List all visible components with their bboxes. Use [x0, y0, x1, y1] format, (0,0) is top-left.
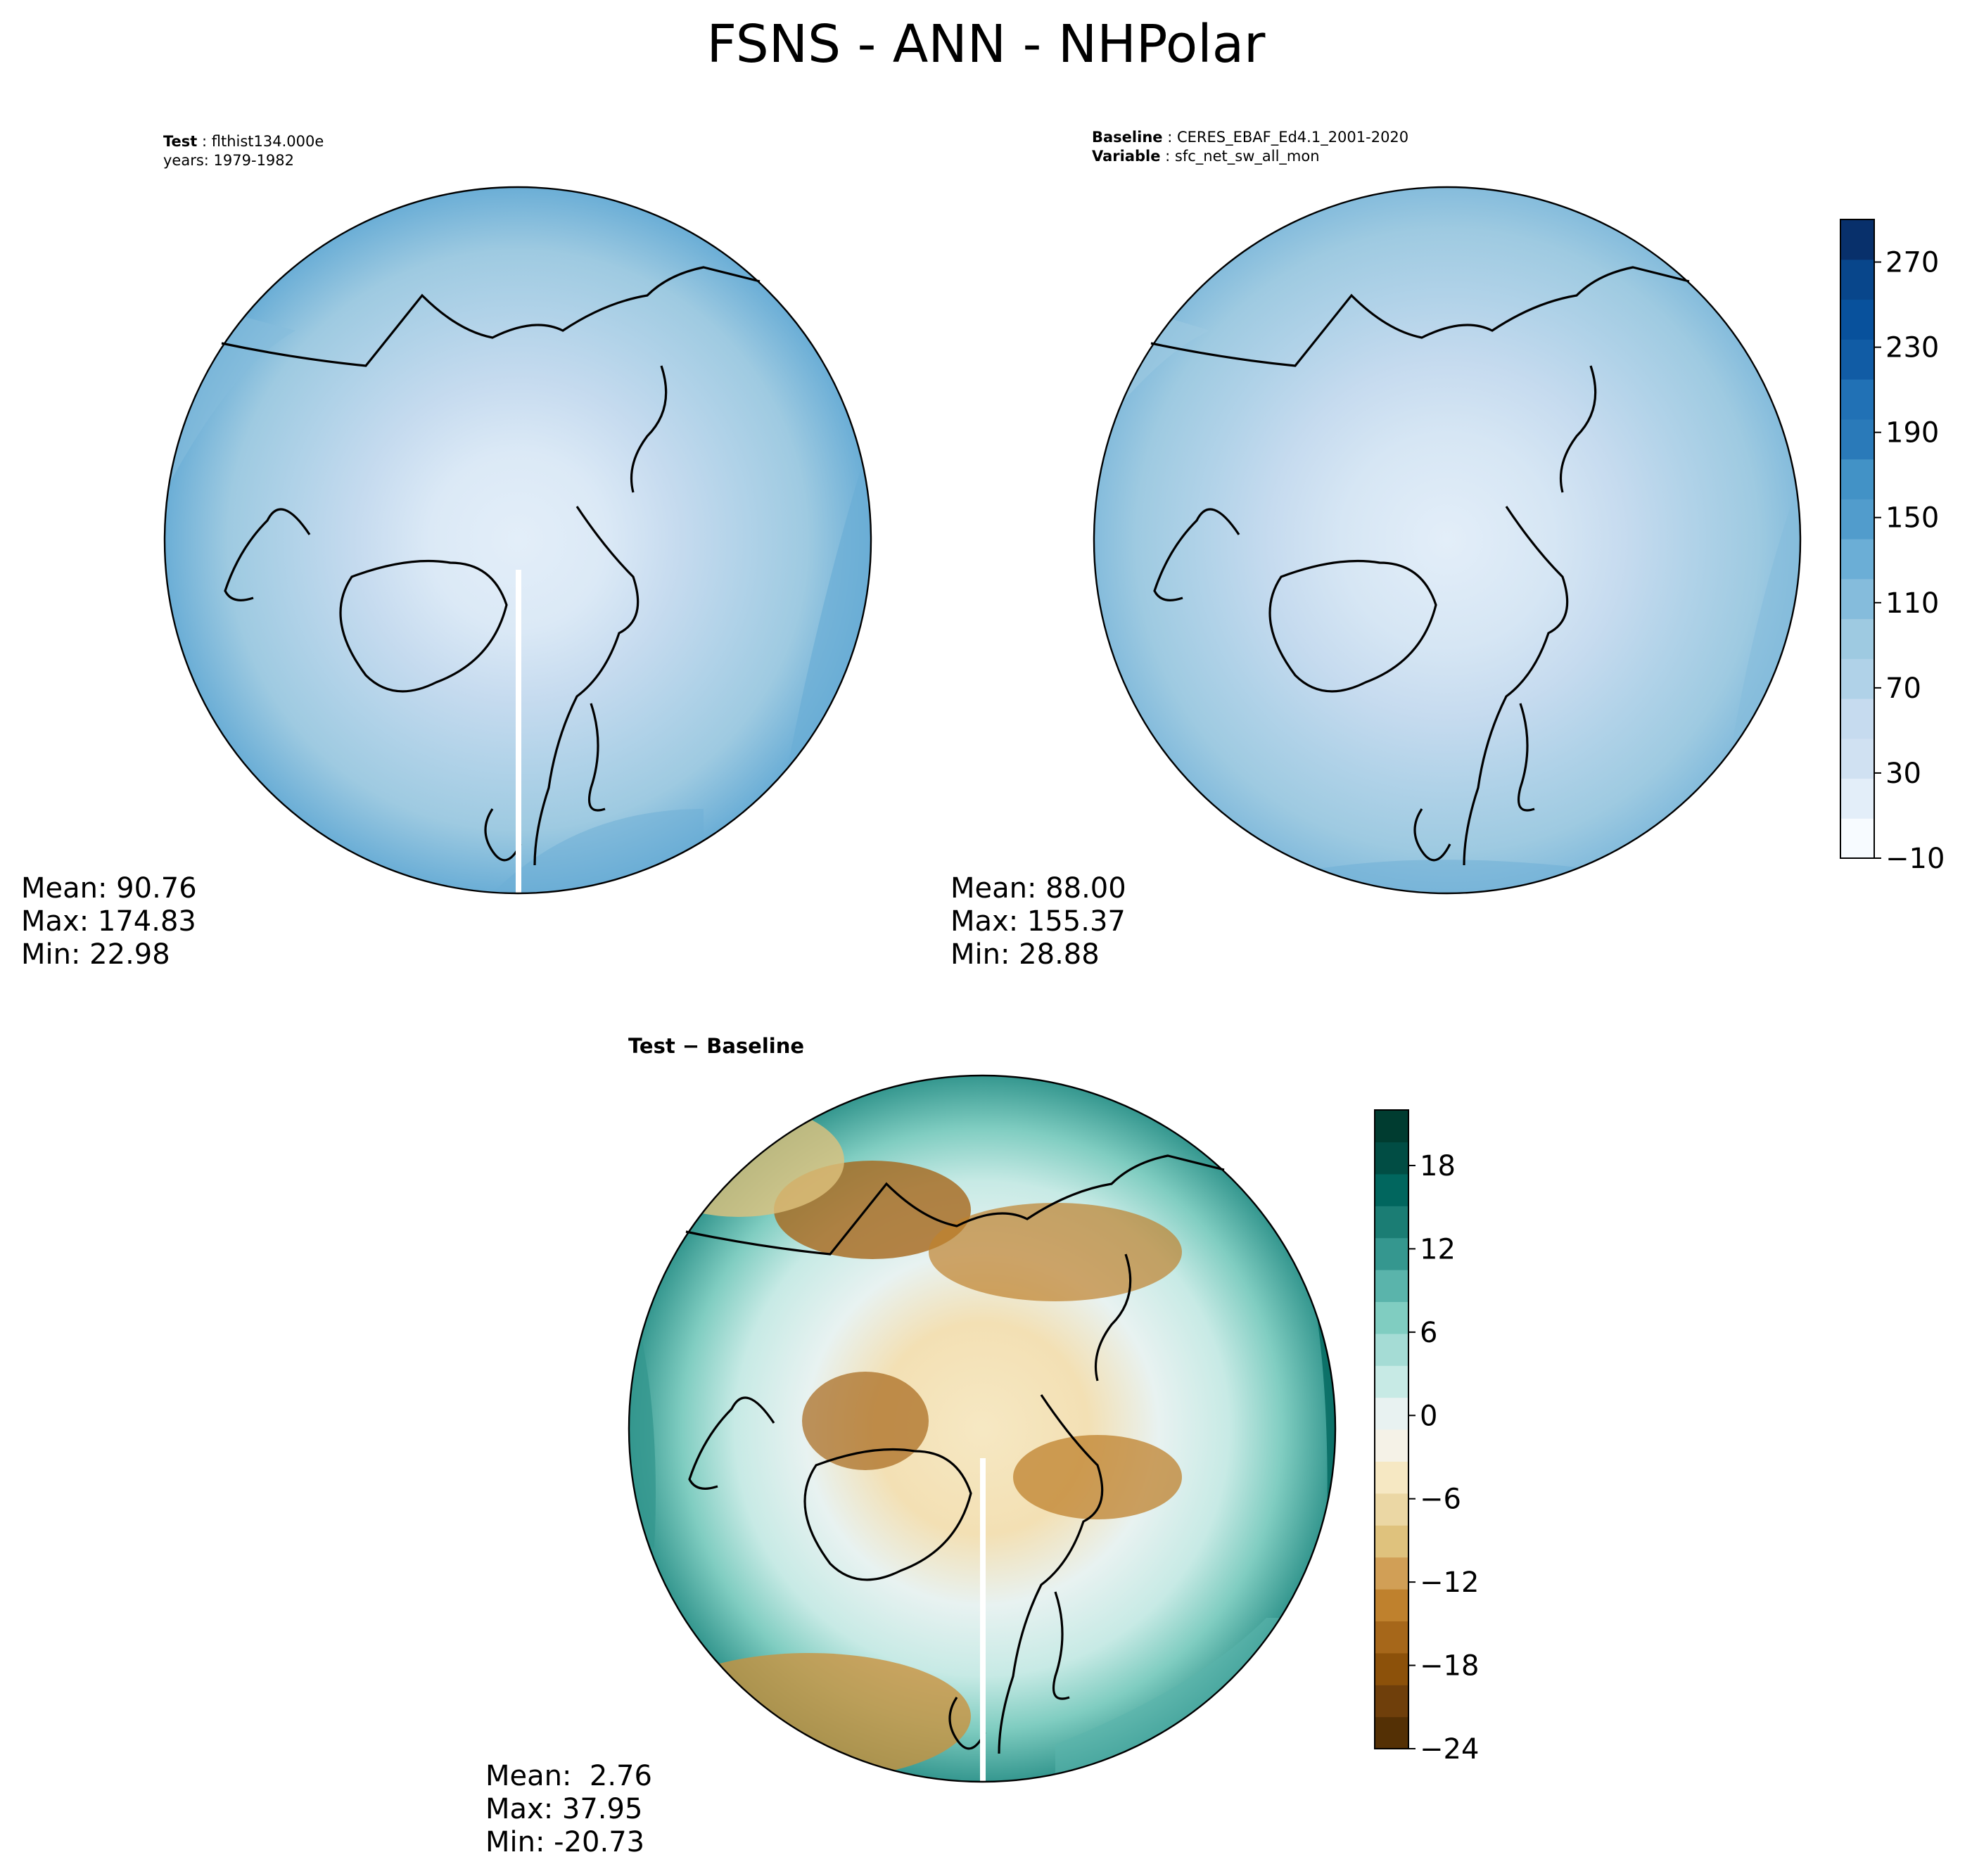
test-metadata: Test : flthist134.000e years: 1979-1982 — [163, 132, 324, 170]
test-map — [163, 186, 872, 895]
colorbar-diff-swatch — [1375, 1206, 1408, 1239]
diff-coastlines — [685, 1154, 1225, 1754]
colorbar-top-swatch — [1840, 459, 1874, 499]
colorbar-top-tick-label: 230 — [1885, 332, 1939, 364]
baseline-label-value: CERES_EBAF_Ed4.1_2001-2020 — [1176, 129, 1409, 146]
colorbar-top-tick-label: 110 — [1885, 587, 1939, 620]
colorbar-top-swatch — [1840, 818, 1874, 859]
colorbar-diff-swatch — [1375, 1333, 1408, 1366]
diff-missing-strip — [980, 1458, 986, 1783]
test-years: years: 1979-1982 — [163, 152, 295, 169]
colorbar-top-tick-label: 190 — [1885, 417, 1939, 449]
baseline-label-sep: : — [1162, 129, 1177, 146]
colorbar-diff-tick-label: 6 — [1420, 1317, 1437, 1349]
diff-title: Test − Baseline — [628, 1034, 805, 1058]
colorbar-diff-swatch — [1375, 1237, 1408, 1270]
test-mean: Mean: 90.76 — [21, 872, 197, 905]
test-max: Max: 174.83 — [21, 905, 196, 938]
colorbar-top-tick-label: 150 — [1885, 502, 1939, 535]
colorbar-top-swatch — [1840, 738, 1874, 779]
colorbar-diff-border — [1374, 1109, 1409, 1749]
colorbar-top-swatch — [1840, 778, 1874, 819]
colorbar-diff: 18 12 6 0 −6 −12 −18 −24 — [1374, 1109, 1479, 1766]
baseline-coastlines — [1150, 266, 1690, 866]
colorbar-diff-swatch — [1375, 1301, 1408, 1334]
colorbar-top-tick-label: −10 — [1885, 843, 1945, 875]
colorbar-top-swatch — [1840, 299, 1874, 340]
baseline-label-key: Baseline — [1092, 129, 1163, 146]
colorbar-diff-swatch — [1375, 1173, 1408, 1206]
colorbar-diff-swatch — [1375, 1429, 1408, 1462]
diff-map — [628, 1074, 1337, 1783]
diff-min: Min: -20.73 — [485, 1826, 645, 1858]
colorbar-top-tick-label: 270 — [1885, 247, 1939, 279]
colorbar-top-swatch — [1840, 339, 1874, 380]
colorbar-top-swatch — [1840, 419, 1874, 460]
diff-max: Max: 37.95 — [485, 1793, 643, 1825]
colorbar-diff-swatch — [1375, 1621, 1408, 1654]
colorbar-top-swatch — [1840, 219, 1874, 260]
test-missing-strip — [516, 570, 521, 895]
diff-mean: Mean: 2.76 — [485, 1760, 652, 1792]
baseline-stats: Mean: 88.00 Max: 155.37 Min: 28.88 — [950, 872, 1126, 971]
colorbar-diff-swatch — [1375, 1716, 1408, 1749]
colorbar-diff-swatch — [1375, 1589, 1408, 1621]
baseline-variable-sep: : — [1160, 148, 1175, 165]
colorbar-diff-swatch — [1375, 1652, 1408, 1685]
baseline-metadata: Baseline : CERES_EBAF_Ed4.1_2001-2020 Va… — [1092, 128, 1408, 166]
colorbar-diff-swatch — [1375, 1365, 1408, 1398]
colorbar-top-tick-label: 70 — [1885, 672, 1921, 705]
colorbar-top-swatch — [1840, 578, 1874, 620]
test-stats: Mean: 90.76 Max: 174.83 Min: 22.98 — [21, 872, 197, 971]
baseline-min: Min: 28.88 — [950, 938, 1100, 971]
colorbar-diff-swatch — [1375, 1270, 1408, 1302]
figure-title: FSNS - ANN - NHPolar — [706, 14, 1266, 75]
test-coastlines — [221, 266, 761, 866]
colorbar-diff-swatch — [1375, 1110, 1408, 1142]
colorbar-top-swatch — [1840, 259, 1874, 300]
test-label-key: Test — [163, 133, 198, 150]
colorbar-diff-tick-label: −6 — [1420, 1483, 1461, 1516]
test-map-border — [163, 186, 872, 895]
test-label-sep: : — [197, 133, 212, 150]
colorbar-diff-tick-label: 18 — [1420, 1150, 1456, 1182]
colorbar-diff-swatch — [1375, 1397, 1408, 1430]
colorbar-diff-swatch — [1375, 1685, 1408, 1718]
test-min: Min: 22.98 — [21, 938, 170, 971]
colorbar-top-swatch — [1840, 618, 1874, 659]
colorbar-diff-swatch — [1375, 1142, 1408, 1175]
baseline-map — [1093, 186, 1802, 895]
colorbar-diff-swatch — [1375, 1493, 1408, 1526]
baseline-variable-key: Variable — [1092, 148, 1161, 165]
colorbar-diff-tick-label: 0 — [1420, 1400, 1437, 1432]
colorbar-diff-tick-label: 12 — [1420, 1233, 1456, 1265]
colorbar-top-swatch — [1840, 698, 1874, 739]
colorbar-top-border — [1840, 219, 1875, 859]
colorbar-top-swatch — [1840, 539, 1874, 580]
colorbar-diff-swatch — [1375, 1557, 1408, 1590]
colorbar-top-swatch — [1840, 379, 1874, 420]
colorbar-top-swatch — [1840, 499, 1874, 540]
colorbar-top: 270 230 190 150 110 70 30 −10 — [1840, 219, 1945, 875]
baseline-variable-value: sfc_net_sw_all_mon — [1174, 148, 1320, 165]
colorbar-diff-swatch — [1375, 1525, 1408, 1558]
test-label-value: flthist134.000e — [211, 133, 324, 150]
colorbar-diff-swatch — [1375, 1461, 1408, 1494]
baseline-mean: Mean: 88.00 — [950, 872, 1126, 905]
colorbar-diff-tick-label: −18 — [1420, 1650, 1479, 1683]
colorbar-diff-tick-label: −12 — [1420, 1566, 1479, 1599]
diff-stats: Mean: 2.76 Max: 37.95 Min: -20.73 — [485, 1760, 652, 1859]
baseline-max: Max: 155.37 — [950, 905, 1126, 938]
colorbar-diff-tick-label: −24 — [1420, 1733, 1479, 1766]
baseline-map-border — [1093, 186, 1802, 895]
baseline-map-field — [1094, 187, 1800, 893]
colorbar-top-tick-label: 30 — [1885, 758, 1921, 790]
colorbar-top-swatch — [1840, 658, 1874, 699]
diff-map-border — [628, 1074, 1337, 1783]
